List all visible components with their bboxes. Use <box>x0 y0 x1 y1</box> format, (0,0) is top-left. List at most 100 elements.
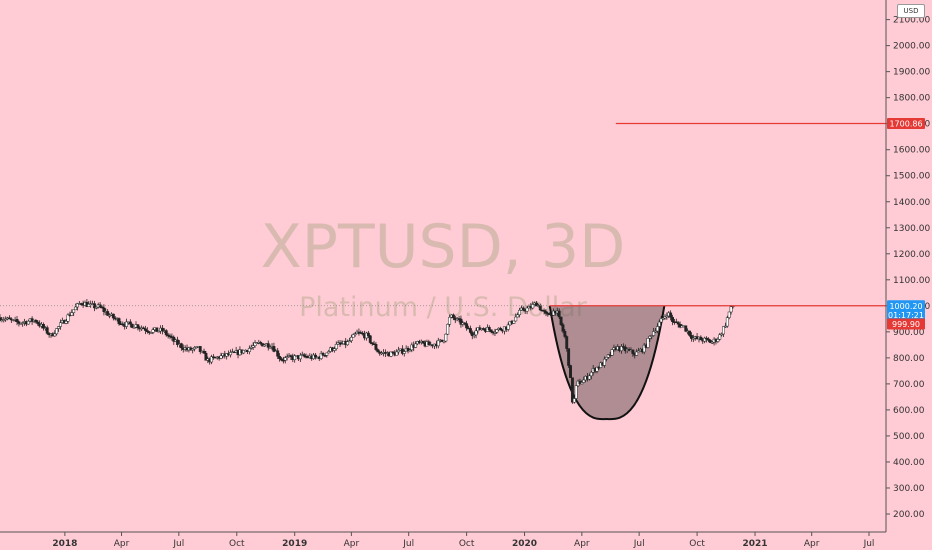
candle <box>427 339 431 346</box>
candle <box>98 302 102 309</box>
candle <box>684 325 688 332</box>
candle <box>642 342 646 355</box>
candle <box>370 342 374 346</box>
candle <box>572 396 576 404</box>
candle <box>487 325 491 333</box>
candle <box>648 335 652 342</box>
price-tick-label: 400.00 <box>893 458 925 468</box>
candle <box>606 354 610 359</box>
candle <box>276 347 280 360</box>
candle <box>202 348 206 354</box>
candle <box>725 315 729 328</box>
candle <box>506 322 510 332</box>
price-axis[interactable]: 200.00 300.00 400.00 500.00 600.00 700.00 800.… <box>885 0 930 532</box>
time-tick-label: Jul <box>863 539 875 549</box>
candle <box>669 310 673 321</box>
candle <box>76 302 79 311</box>
candle <box>204 350 208 361</box>
candle <box>689 332 693 342</box>
candle <box>111 313 115 321</box>
candle <box>55 327 59 336</box>
candle <box>15 315 19 326</box>
candle <box>688 330 691 337</box>
candle <box>542 308 546 315</box>
price-tag: 01:17:21 <box>887 309 925 321</box>
time-tick-label: 2019 <box>282 539 307 549</box>
candle <box>451 313 455 321</box>
candle <box>603 356 606 368</box>
price-tick-label: 1400.00 <box>893 198 930 208</box>
price-tick-label: 800.00 <box>893 354 925 364</box>
currency-button[interactable]: USD <box>897 4 925 18</box>
candle <box>440 339 444 342</box>
candle <box>164 329 168 337</box>
candle <box>366 330 370 339</box>
candle <box>130 323 134 328</box>
candle <box>705 336 708 343</box>
candle <box>263 343 266 347</box>
candle <box>128 319 132 328</box>
time-tick-label: Jul <box>402 539 414 549</box>
candle <box>283 355 287 364</box>
candle <box>38 320 42 328</box>
price-tag-label: 1700.86 <box>889 119 922 128</box>
candle <box>604 357 608 362</box>
candle <box>657 319 661 328</box>
candle <box>7 315 11 320</box>
time-tick-label: Jul <box>172 539 184 549</box>
candle <box>151 327 155 335</box>
candle <box>569 364 572 378</box>
candle <box>720 332 724 337</box>
time-axis[interactable]: 2018 Apr Jul Oct 2019 Apr Jul Oct 2020 Apr Jul Oct 2… <box>0 531 886 549</box>
candle <box>463 322 467 326</box>
candle <box>338 339 342 348</box>
candle <box>671 314 674 326</box>
candle <box>334 341 338 351</box>
candle <box>285 353 289 361</box>
candle <box>729 305 733 315</box>
candle <box>325 352 329 358</box>
candle <box>436 337 440 349</box>
candle <box>514 313 518 322</box>
candle <box>45 325 49 335</box>
candle <box>125 318 129 330</box>
time-tick-label: Apr <box>114 539 130 549</box>
candle <box>132 327 136 329</box>
candle <box>242 349 246 355</box>
candle <box>57 326 61 332</box>
candle <box>121 321 125 327</box>
candle <box>19 322 23 325</box>
candle <box>210 354 214 365</box>
candle <box>414 341 418 349</box>
candle <box>589 370 593 380</box>
candle <box>268 344 272 349</box>
candle <box>249 344 253 350</box>
price-tag: 1700.86 <box>887 117 925 129</box>
price-tick-label: 1200.00 <box>893 250 930 260</box>
candle <box>421 340 425 344</box>
candle <box>281 356 285 364</box>
candle <box>565 335 569 352</box>
candle <box>655 323 659 334</box>
candle <box>357 328 361 336</box>
candle-series <box>0 299 735 404</box>
candle <box>142 326 146 330</box>
candle <box>179 342 183 351</box>
candle <box>70 309 74 317</box>
candle <box>17 320 21 327</box>
candle <box>718 332 722 341</box>
candle <box>474 327 478 339</box>
candle <box>495 329 499 334</box>
candle <box>674 318 678 324</box>
candle <box>703 336 707 344</box>
price-tick-label: 300.00 <box>893 484 925 494</box>
price-tag-label: 1000.20 <box>889 302 922 311</box>
candle <box>544 309 548 317</box>
candle <box>708 339 712 343</box>
candle <box>587 373 591 381</box>
candle <box>499 326 503 331</box>
candle <box>559 316 563 326</box>
candle <box>346 339 350 346</box>
time-tick-label: Oct <box>229 539 245 549</box>
